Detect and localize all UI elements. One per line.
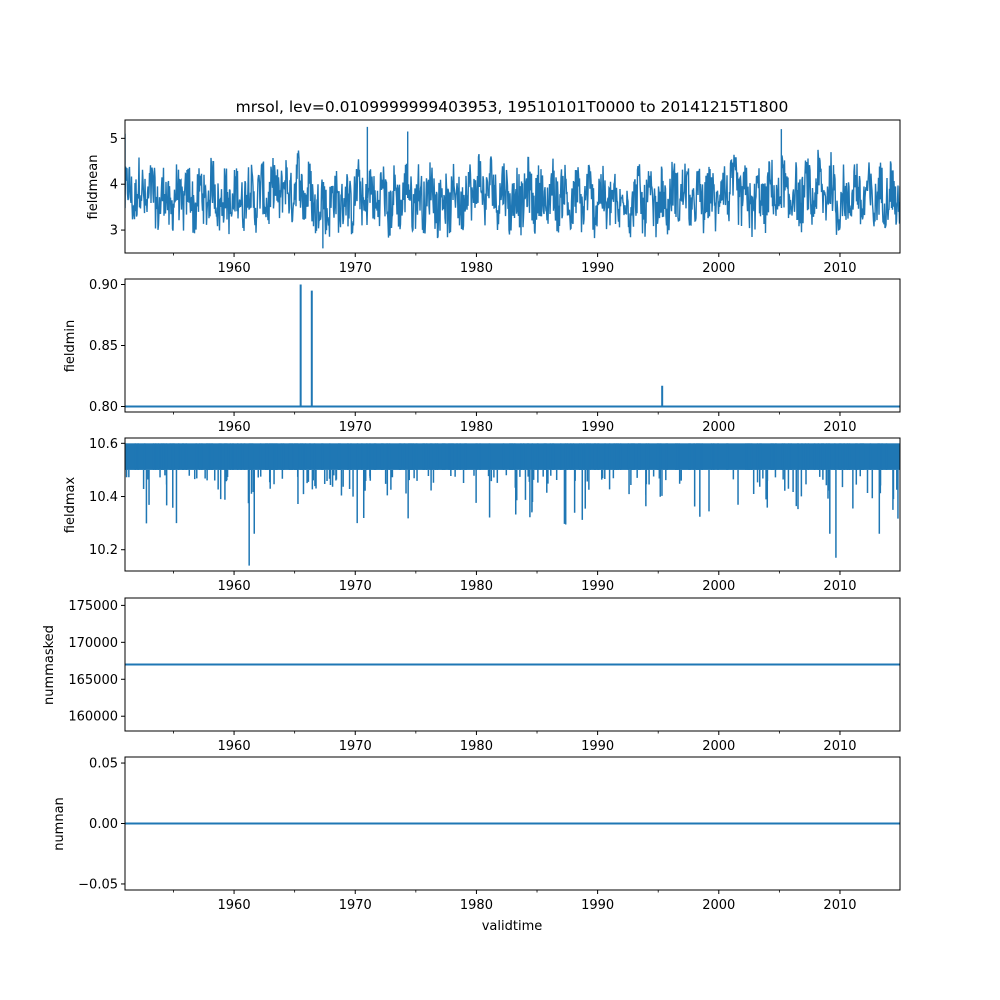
numnan-y-tick-label: 0.00 xyxy=(89,817,118,832)
fieldmin-y-ticks: 0.80 0.85 0.90 xyxy=(89,278,125,415)
fieldmax-ylabel: fieldmax xyxy=(63,477,78,534)
fieldmax-line xyxy=(125,443,899,566)
fieldmin-x-tick-label: 2010 xyxy=(823,420,856,435)
chart-title: mrsol, lev=0.0109999999403953, 19510101T… xyxy=(236,98,789,116)
fieldmax-y-tick-label: 10.4 xyxy=(89,490,118,505)
fieldmax-y-tick-label: 10.6 xyxy=(89,437,118,452)
nummasked-x-ticks: 1960 1970 1980 1990 2000 2010 xyxy=(173,731,857,754)
x-axis-label: validtime xyxy=(482,919,543,934)
panel-fieldmax: 10.2 10.4 10.6 1960 1970 1980 1990 2000 2010 fi… xyxy=(63,437,901,594)
fieldmean-y-tick-label: 3 xyxy=(110,224,118,239)
fieldmax-y-ticks: 10.2 10.4 10.6 xyxy=(89,437,125,558)
numnan-x-tick-label: 2010 xyxy=(823,898,856,913)
numnan-x-tick-label: 2000 xyxy=(702,898,735,913)
fieldmin-x-tick-label: 1980 xyxy=(460,420,493,435)
nummasked-y-tick-label: 165000 xyxy=(68,673,118,688)
numnan-y-tick-label: 0.05 xyxy=(89,757,118,772)
fieldmax-series xyxy=(125,443,900,566)
nummasked-x-tick-label: 2000 xyxy=(702,739,735,754)
fieldmin-y-tick-label: 0.80 xyxy=(89,400,118,415)
fieldmax-x-tick-label: 1960 xyxy=(218,579,251,594)
numnan-y-ticks: −0.05 0.00 0.05 xyxy=(78,757,125,892)
nummasked-x-tick-label: 1980 xyxy=(460,739,493,754)
fieldmin-y-tick-label: 0.90 xyxy=(89,278,118,293)
numnan-x-ticks: 1960 1970 1980 1990 2000 2010 xyxy=(173,890,857,913)
nummasked-x-tick-label: 1990 xyxy=(581,739,614,754)
fieldmean-line xyxy=(125,126,900,249)
fieldmean-y-tick-label: 5 xyxy=(110,132,118,147)
fieldmin-line xyxy=(125,284,900,408)
panel-numnan: −0.05 0.00 0.05 1960 1970 1980 1990 2000 2010 n… xyxy=(52,756,901,913)
numnan-x-tick-label: 1990 xyxy=(581,898,614,913)
fieldmin-x-tick-label: 1960 xyxy=(218,420,251,435)
nummasked-y-tick-label: 160000 xyxy=(68,710,118,725)
fieldmax-x-tick-label: 1970 xyxy=(339,579,372,594)
fieldmean-x-ticks: 1960 1970 1980 1990 2000 2010 xyxy=(173,253,857,276)
fieldmin-y-tick-label: 0.85 xyxy=(89,339,118,354)
fieldmax-y-tick-label: 10.2 xyxy=(89,543,118,558)
fieldmax-x-tick-label: 2000 xyxy=(702,579,735,594)
nummasked-y-tick-label: 175000 xyxy=(68,599,118,614)
fieldmax-x-tick-label: 1990 xyxy=(581,579,614,594)
fieldmin-x-tick-label: 1970 xyxy=(339,420,372,435)
fieldmax-x-tick-label: 1980 xyxy=(460,579,493,594)
fieldmin-axes-frame xyxy=(124,278,901,413)
fieldmean-x-tick-label: 2010 xyxy=(823,261,856,276)
fieldmin-series xyxy=(125,284,900,408)
panel-nummasked: 160000 165000 170000 175000 1960 1970 1980 199… xyxy=(42,597,901,754)
numnan-x-tick-label: 1960 xyxy=(218,898,251,913)
fieldmean-x-tick-label: 2000 xyxy=(702,261,735,276)
nummasked-x-tick-label: 2010 xyxy=(823,739,856,754)
fieldmean-x-tick-label: 1960 xyxy=(218,261,251,276)
fieldmin-x-ticks: 1960 1970 1980 1990 2000 2010 xyxy=(173,412,857,435)
nummasked-y-ticks: 160000 165000 170000 175000 xyxy=(68,599,125,725)
fieldmin-x-tick-label: 1990 xyxy=(581,420,614,435)
fieldmin-x-tick-label: 2000 xyxy=(702,420,735,435)
nummasked-x-tick-label: 1970 xyxy=(339,739,372,754)
nummasked-y-tick-label: 170000 xyxy=(68,636,118,651)
fieldmean-ylabel: fieldmean xyxy=(86,155,101,220)
numnan-x-tick-label: 1980 xyxy=(460,898,493,913)
fieldmean-axes-frame xyxy=(124,119,901,254)
panel-fieldmean: 3 4 5 1960 1970 1980 1990 2000 2010 fieldmean xyxy=(86,119,901,276)
nummasked-axes-frame xyxy=(124,597,901,732)
fieldmax-x-ticks: 1960 1970 1980 1990 2000 2010 xyxy=(173,571,857,594)
fieldmean-y-ticks: 3 4 5 xyxy=(110,132,125,239)
fieldmin-ylabel: fieldmin xyxy=(63,320,78,373)
numnan-ylabel: numnan xyxy=(52,797,67,851)
numnan-y-tick-label: −0.05 xyxy=(78,877,118,892)
fieldmax-x-tick-label: 2010 xyxy=(823,579,856,594)
numnan-x-tick-label: 1970 xyxy=(339,898,372,913)
panel-fieldmin: 0.80 0.85 0.90 1960 1970 1980 1990 2000 2010 fi… xyxy=(63,278,901,435)
fieldmean-y-tick-label: 4 xyxy=(110,178,118,193)
nummasked-x-tick-label: 1960 xyxy=(218,739,251,754)
fieldmax-axes-frame xyxy=(124,437,901,572)
fieldmean-x-tick-label: 1990 xyxy=(581,261,614,276)
nummasked-ylabel: nummasked xyxy=(42,625,57,705)
fieldmean-x-tick-label: 1970 xyxy=(339,261,372,276)
fieldmean-x-tick-label: 1980 xyxy=(460,261,493,276)
fieldmean-series xyxy=(125,126,900,249)
